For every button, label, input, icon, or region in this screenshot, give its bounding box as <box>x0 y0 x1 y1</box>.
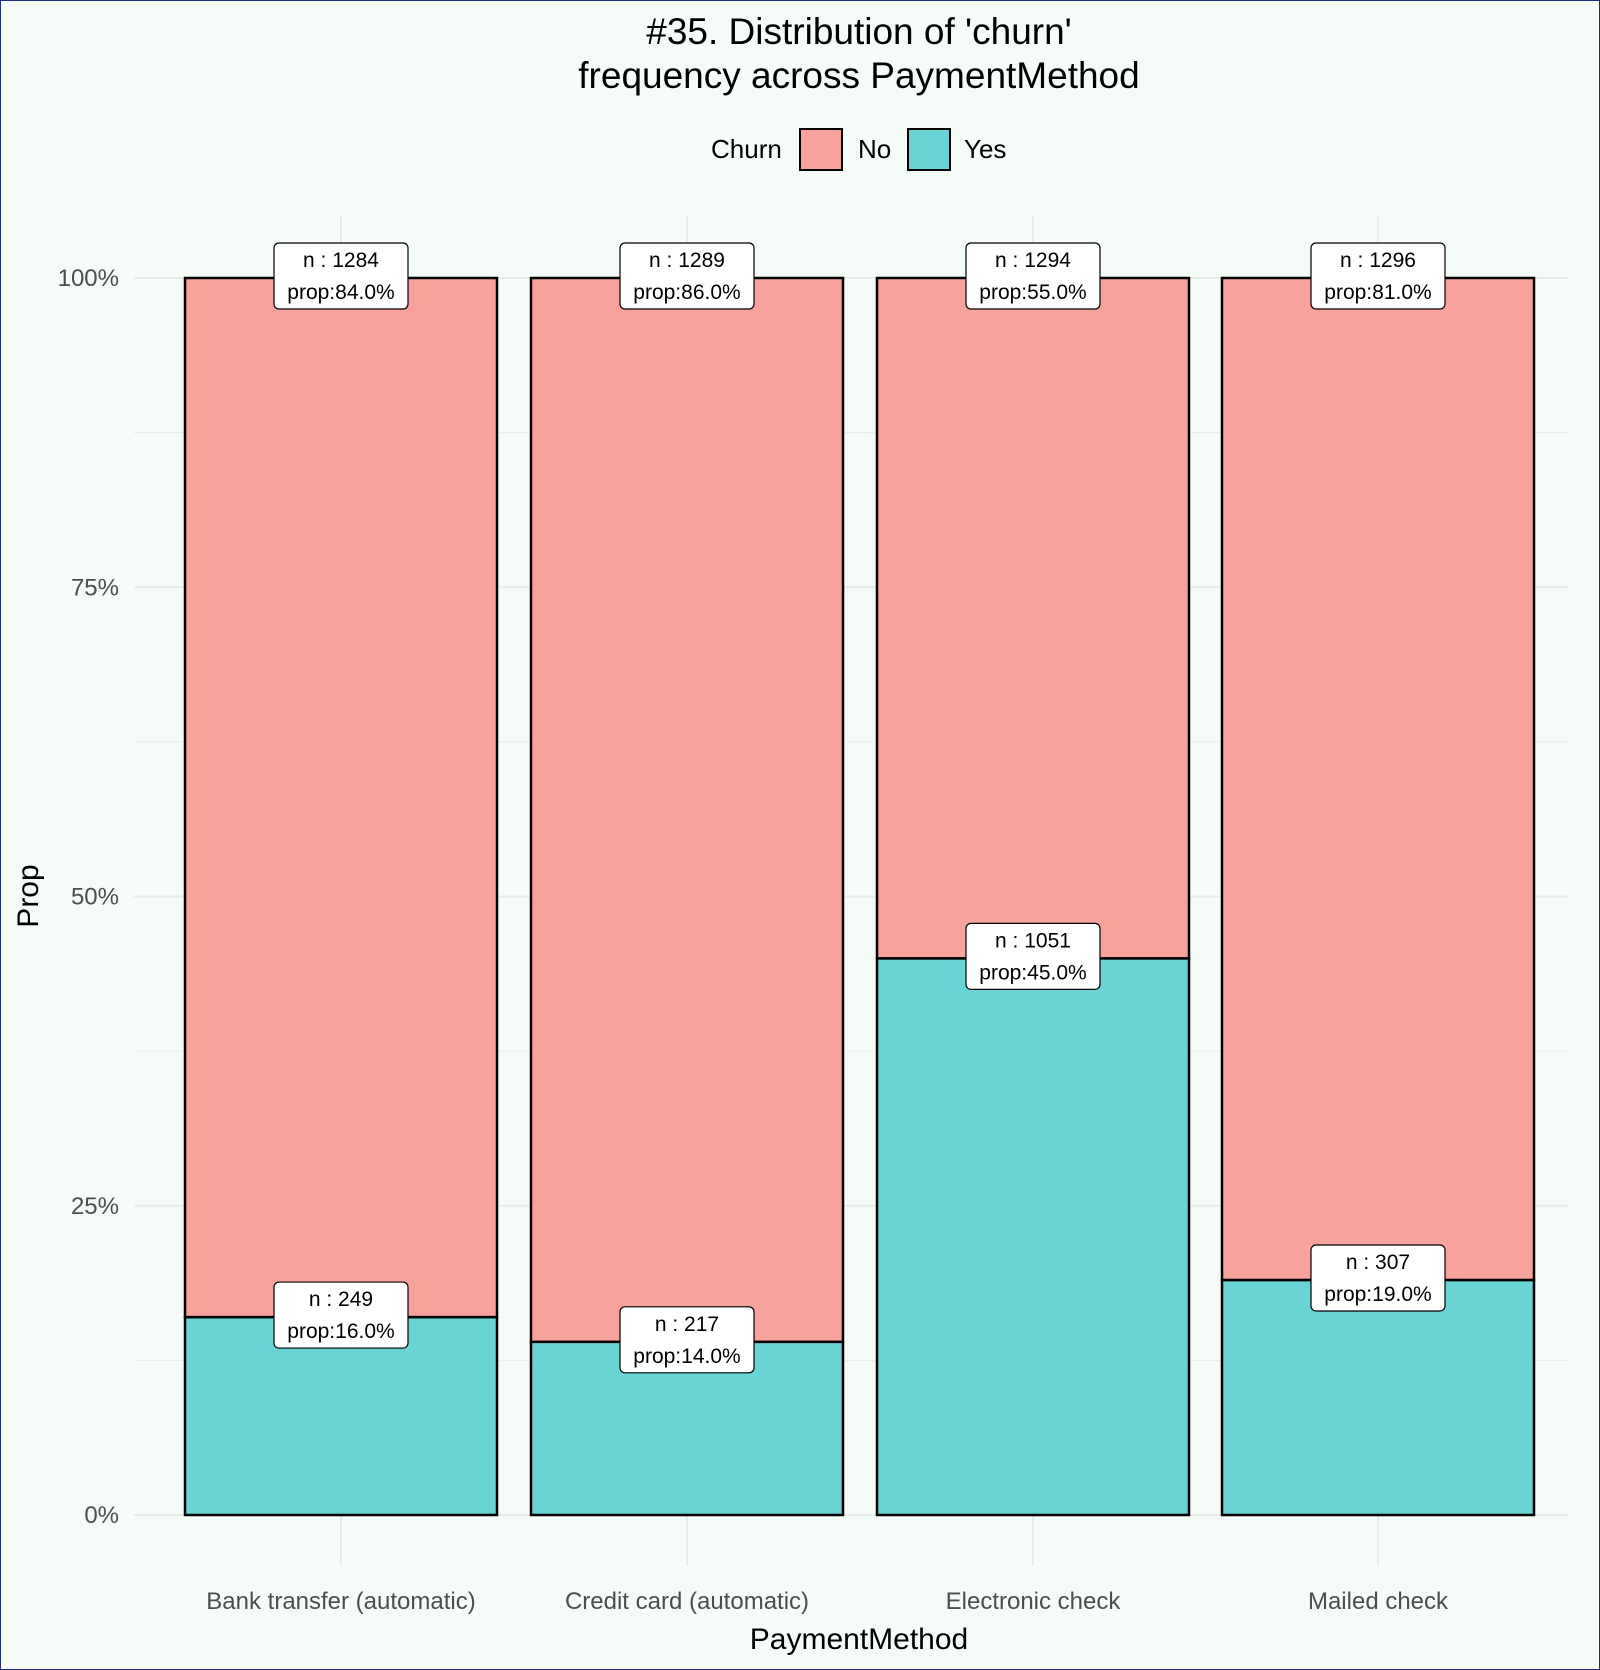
bar-label-n: n : 217 <box>655 1313 719 1336</box>
bar-no-3 <box>875 276 1191 960</box>
bar-label-box <box>619 1306 755 1374</box>
bar-label-no-4: n : 1296 prop:81.0% <box>1310 242 1446 310</box>
legend-swatch-yes <box>907 128 951 171</box>
bar-label-n: n : 249 <box>309 1288 373 1311</box>
bar-label-n: n : 307 <box>1346 1251 1410 1274</box>
bar-label-prop: prop:55.0% <box>979 281 1086 304</box>
x-tick-label: Credit card (automatic) <box>565 1588 809 1615</box>
bar-no-1 <box>183 276 499 1319</box>
bar-labels: n : 249 prop:16.0% n : 1284 prop:84.0% n : 2… <box>273 242 1446 1374</box>
bar-label-prop: prop:16.0% <box>287 1320 394 1343</box>
bar-label-yes-1: n : 249 prop:16.0% <box>273 1281 409 1349</box>
bar-yes-3 <box>875 957 1191 1517</box>
bar-label-box <box>273 1281 409 1349</box>
x-tick-label: Bank transfer (automatic) <box>206 1588 475 1615</box>
bar-label-no-2: n : 1289 prop:86.0% <box>619 242 755 310</box>
x-tick-label: Mailed check <box>1308 1588 1449 1615</box>
y-axis-title: Prop <box>12 864 45 927</box>
bar-label-prop: prop:45.0% <box>979 961 1086 984</box>
x-axis-ticks: Bank transfer (automatic) Credit card (au… <box>206 1588 1449 1615</box>
bar-label-box <box>619 242 755 310</box>
bar-label-no-3: n : 1294 prop:55.0% <box>965 242 1101 310</box>
x-axis-title: PaymentMethod <box>750 1623 968 1656</box>
bar-label-n: n : 1051 <box>995 929 1071 952</box>
bar-label-prop: prop:14.0% <box>633 1345 740 1368</box>
legend-label-yes: Yes <box>964 134 1006 164</box>
chart-title-line-2: frequency across PaymentMethod <box>578 55 1139 96</box>
x-tick-label: Electronic check <box>946 1588 1122 1615</box>
bar-label-yes-2: n : 217 prop:14.0% <box>619 1306 755 1374</box>
bar-label-prop: prop:19.0% <box>1324 1283 1431 1306</box>
bar-label-prop: prop:86.0% <box>633 281 740 304</box>
bar-label-box <box>965 242 1101 310</box>
y-tick-label: 0% <box>84 1502 119 1529</box>
bar-label-n: n : 1296 <box>1340 249 1416 272</box>
bar-label-box <box>1310 242 1446 310</box>
chart-title-line-1: #35. Distribution of 'churn' <box>646 11 1071 52</box>
bar-label-n: n : 1289 <box>649 249 725 272</box>
y-axis-ticks: 0% 25% 50% 75% 100% <box>58 265 119 1529</box>
legend-label-no: No <box>858 134 891 164</box>
bar-no-2 <box>529 276 845 1344</box>
y-tick-label: 75% <box>71 574 119 601</box>
bar-label-prop: prop:81.0% <box>1324 281 1431 304</box>
bar-label-box <box>965 922 1101 990</box>
bar-label-yes-4: n : 307 prop:19.0% <box>1310 1244 1446 1312</box>
bar-no-4 <box>1220 276 1536 1282</box>
bar-label-box <box>1310 1244 1446 1312</box>
bar-label-yes-3: n : 1051 prop:45.0% <box>965 922 1101 990</box>
legend-title: Churn <box>711 134 782 164</box>
y-tick-label: 50% <box>71 884 119 911</box>
bar-yes-4 <box>1220 1278 1536 1517</box>
bar-label-n: n : 1284 <box>303 249 379 272</box>
bar-label-prop: prop:84.0% <box>287 281 394 304</box>
y-tick-label: 25% <box>71 1193 119 1220</box>
bar-label-n: n : 1294 <box>995 249 1071 272</box>
legend: Churn No Yes <box>711 128 1006 171</box>
bar-label-box <box>273 242 409 310</box>
y-tick-label: 100% <box>58 265 119 292</box>
legend-swatch-no <box>799 128 843 171</box>
bar-label-no-1: n : 1284 prop:84.0% <box>273 242 409 310</box>
bar-yes-1 <box>183 1315 499 1517</box>
